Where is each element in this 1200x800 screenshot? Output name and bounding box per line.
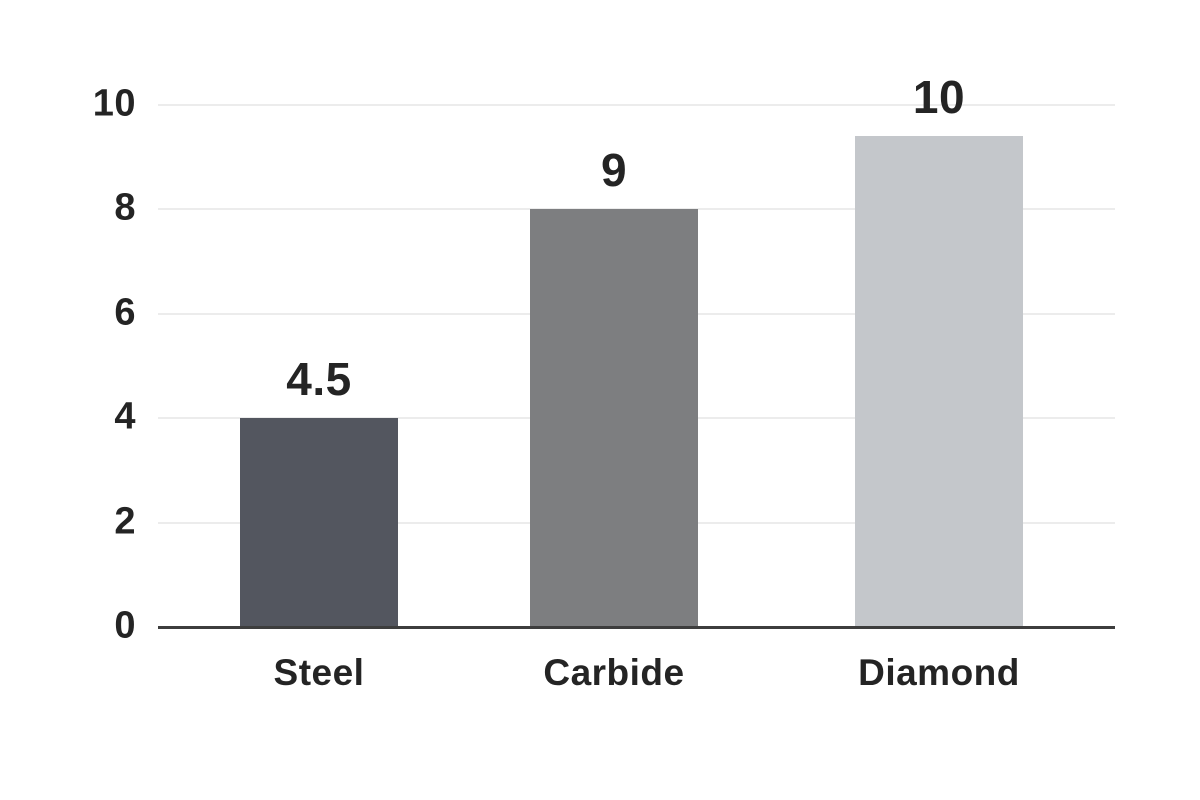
y-tick-label-8: 8 — [114, 187, 136, 230]
bar-value-label-diamond: 10 — [912, 71, 966, 124]
bar-value-label-steel: 4.5 — [286, 353, 352, 406]
bar-carbide — [530, 209, 698, 627]
y-tick-label-10: 10 — [92, 82, 136, 125]
gridline-y-10 — [158, 104, 1115, 106]
bar-diamond — [855, 136, 1023, 627]
x-axis-line — [158, 626, 1115, 629]
y-tick-label-2: 2 — [114, 500, 136, 543]
x-category-label-diamond: Diamond — [858, 652, 1020, 693]
y-tick-label-0: 0 — [114, 604, 136, 647]
y-tick-label-6: 6 — [114, 291, 136, 334]
x-category-label-carbide: Carbide — [543, 652, 685, 693]
y-tick-label-4: 4 — [114, 395, 136, 438]
x-category-label-steel: Steel — [273, 652, 365, 693]
bar-value-label-carbide: 9 — [600, 144, 628, 197]
bar-steel — [240, 418, 398, 627]
